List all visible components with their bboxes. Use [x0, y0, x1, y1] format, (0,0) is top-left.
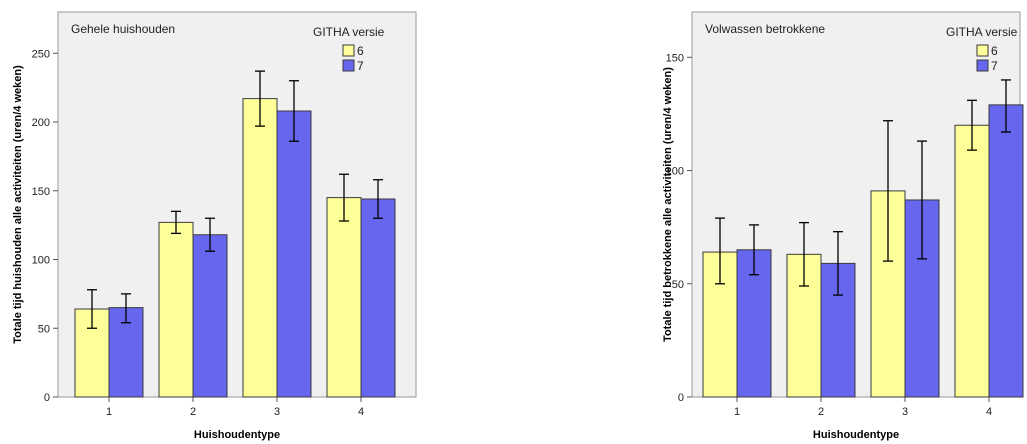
bar-series-6-cat-4: [954, 124, 990, 398]
x-tick-label: 4: [986, 406, 992, 418]
x-axis-label: Huishoudentype: [194, 429, 280, 441]
y-tick-label: 0: [678, 392, 684, 404]
chart-panel-1: 0 50 100 150 200 250 1 2 3 4 Gehele huishouden GITH…: [12, 11, 417, 441]
error-bar: [121, 293, 131, 324]
y-tick-label: 150: [32, 186, 50, 198]
error-bar: [917, 140, 927, 260]
x-tick-label: 2: [190, 406, 196, 418]
error-bar: [883, 120, 893, 262]
error-bar: [715, 217, 725, 285]
legend-label: 7: [991, 59, 998, 73]
bar-series-6-cat-3: [242, 98, 278, 398]
y-tick-label: 250: [32, 48, 50, 60]
x-tick-label: 1: [106, 406, 112, 418]
bar-series-7-cat-4: [360, 198, 396, 398]
x-tick-label: 4: [358, 406, 364, 418]
legend-label: 6: [357, 44, 364, 58]
chart-panel-2: 0 50 100 150 1 2 3 4 Volwassen betrokkene GITHA v…: [662, 11, 1024, 441]
y-tick-label: 200: [32, 117, 50, 129]
bar-series-6-cat-4: [326, 197, 362, 398]
legend-swatch: [976, 59, 989, 72]
bar-series-6-cat-2: [158, 221, 194, 398]
legend-title: GITHA versie: [946, 25, 1018, 39]
error-bar: [339, 173, 349, 222]
error-bar: [87, 289, 97, 329]
bar-series-7-cat-4: [988, 104, 1024, 398]
legend-label: 7: [357, 59, 364, 73]
error-bar: [1001, 79, 1011, 133]
error-bar: [749, 224, 759, 276]
legend-swatch: [976, 44, 989, 57]
error-bar: [205, 217, 215, 252]
x-tick-label: 3: [902, 406, 908, 418]
x-tick-label: 1: [734, 406, 740, 418]
y-axis-label: Totale tijd huishouden alle activiteiten…: [12, 65, 24, 344]
legend-swatch: [342, 59, 355, 72]
legend-title: GITHA versie: [313, 25, 385, 39]
legend-label: 6: [991, 44, 998, 58]
error-bar: [799, 221, 809, 287]
legend-swatch: [342, 44, 355, 57]
error-bar: [373, 179, 383, 219]
y-tick-label: 100: [666, 166, 684, 178]
error-bar: [171, 210, 181, 235]
error-bar: [289, 80, 299, 142]
panel-title: Gehele huishouden: [71, 22, 175, 36]
x-tick-label: 2: [818, 406, 824, 418]
y-tick-label: 100: [32, 255, 50, 267]
error-bar: [255, 70, 265, 127]
panel-title: Volwassen betrokkene: [705, 22, 825, 36]
bar-series-7-cat-2: [192, 234, 228, 398]
x-axis-label: Huishoudentype: [813, 429, 899, 441]
bar-series-7-cat-3: [276, 110, 312, 398]
y-tick-label: 50: [672, 279, 684, 291]
error-bar: [833, 231, 843, 296]
y-tick-label: 0: [44, 392, 50, 404]
y-tick-label: 150: [666, 52, 684, 64]
x-tick-label: 3: [274, 406, 280, 418]
y-tick-label: 50: [38, 323, 50, 335]
y-axis-label: Totale tijd betrokkene alle activiteiten…: [662, 67, 674, 342]
error-bar: [967, 99, 977, 151]
